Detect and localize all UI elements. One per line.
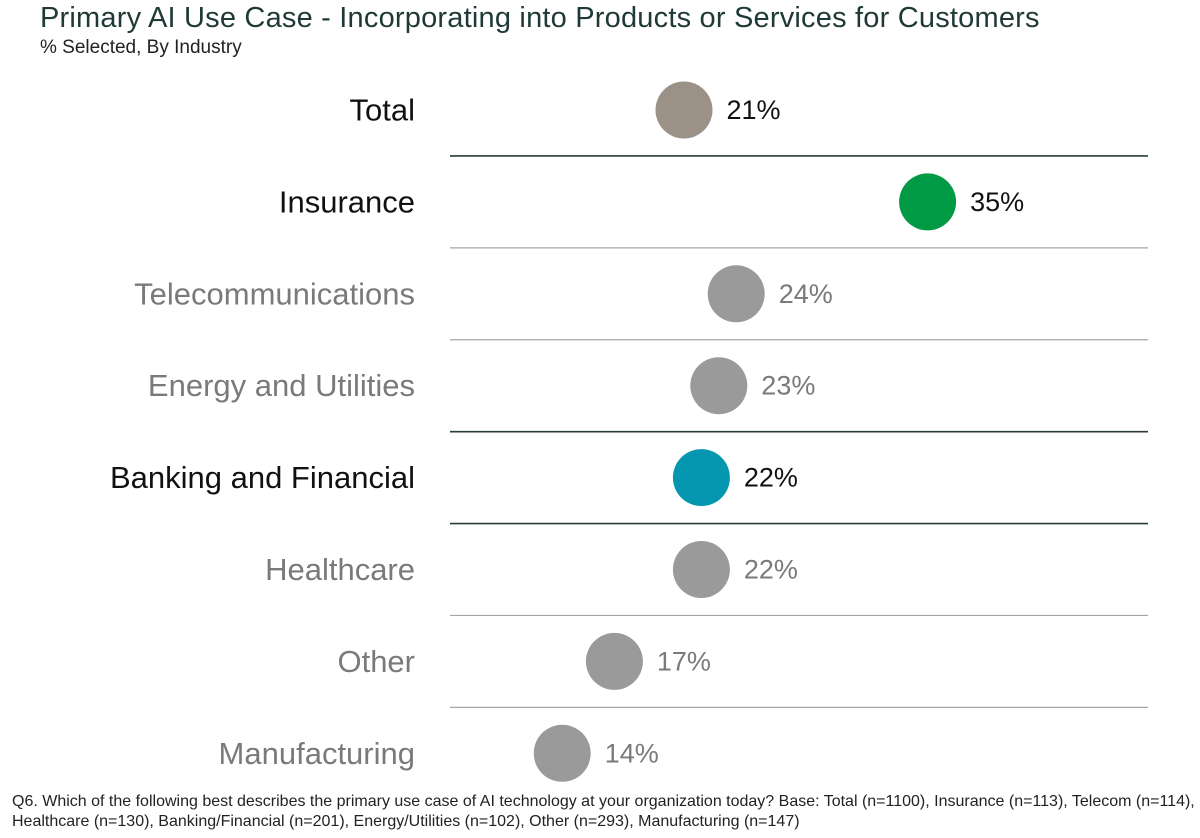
row-separators [450,155,1148,708]
data-label-manufacturing: 14% [605,738,659,768]
category-label-insurance: Insurance [279,184,415,219]
data-point-energy-and-utilities [690,357,748,415]
category-label-telecommunications: Telecommunications [134,276,415,311]
data-point-manufacturing [533,724,591,782]
category-label-healthcare: Healthcare [265,552,415,587]
data-label-healthcare: 22% [744,555,798,585]
data-point-banking-and-financial [672,449,730,507]
data-label-insurance: 35% [970,187,1024,217]
category-label-manufacturing: Manufacturing [219,736,415,771]
data-label-banking-and-financial: 22% [744,463,798,493]
data-point-other [585,632,643,690]
chart-subtitle: % Selected, By Industry [40,37,242,58]
chart-title: Primary AI Use Case - Incorporating into… [40,2,1040,34]
data-point-telecommunications [707,265,765,323]
category-label-energy-and-utilities: Energy and Utilities [148,368,415,403]
data-label-energy-and-utilities: 23% [761,371,815,401]
data-point-insurance [899,173,957,231]
category-label-banking-and-financial: Banking and Financial [110,460,415,495]
data-label-telecommunications: 24% [779,279,833,309]
category-label-total: Total [350,93,415,128]
category-label-other: Other [337,644,415,679]
data-point-total [655,81,713,139]
chart-rows: Total 21% Insurance 35% Telecommunications 24… [110,81,1024,782]
data-point-healthcare [672,541,730,598]
data-label-other: 17% [657,646,711,676]
data-label-total: 21% [727,95,781,125]
footnote: Q6. Which of the following best describe… [12,793,1195,830]
